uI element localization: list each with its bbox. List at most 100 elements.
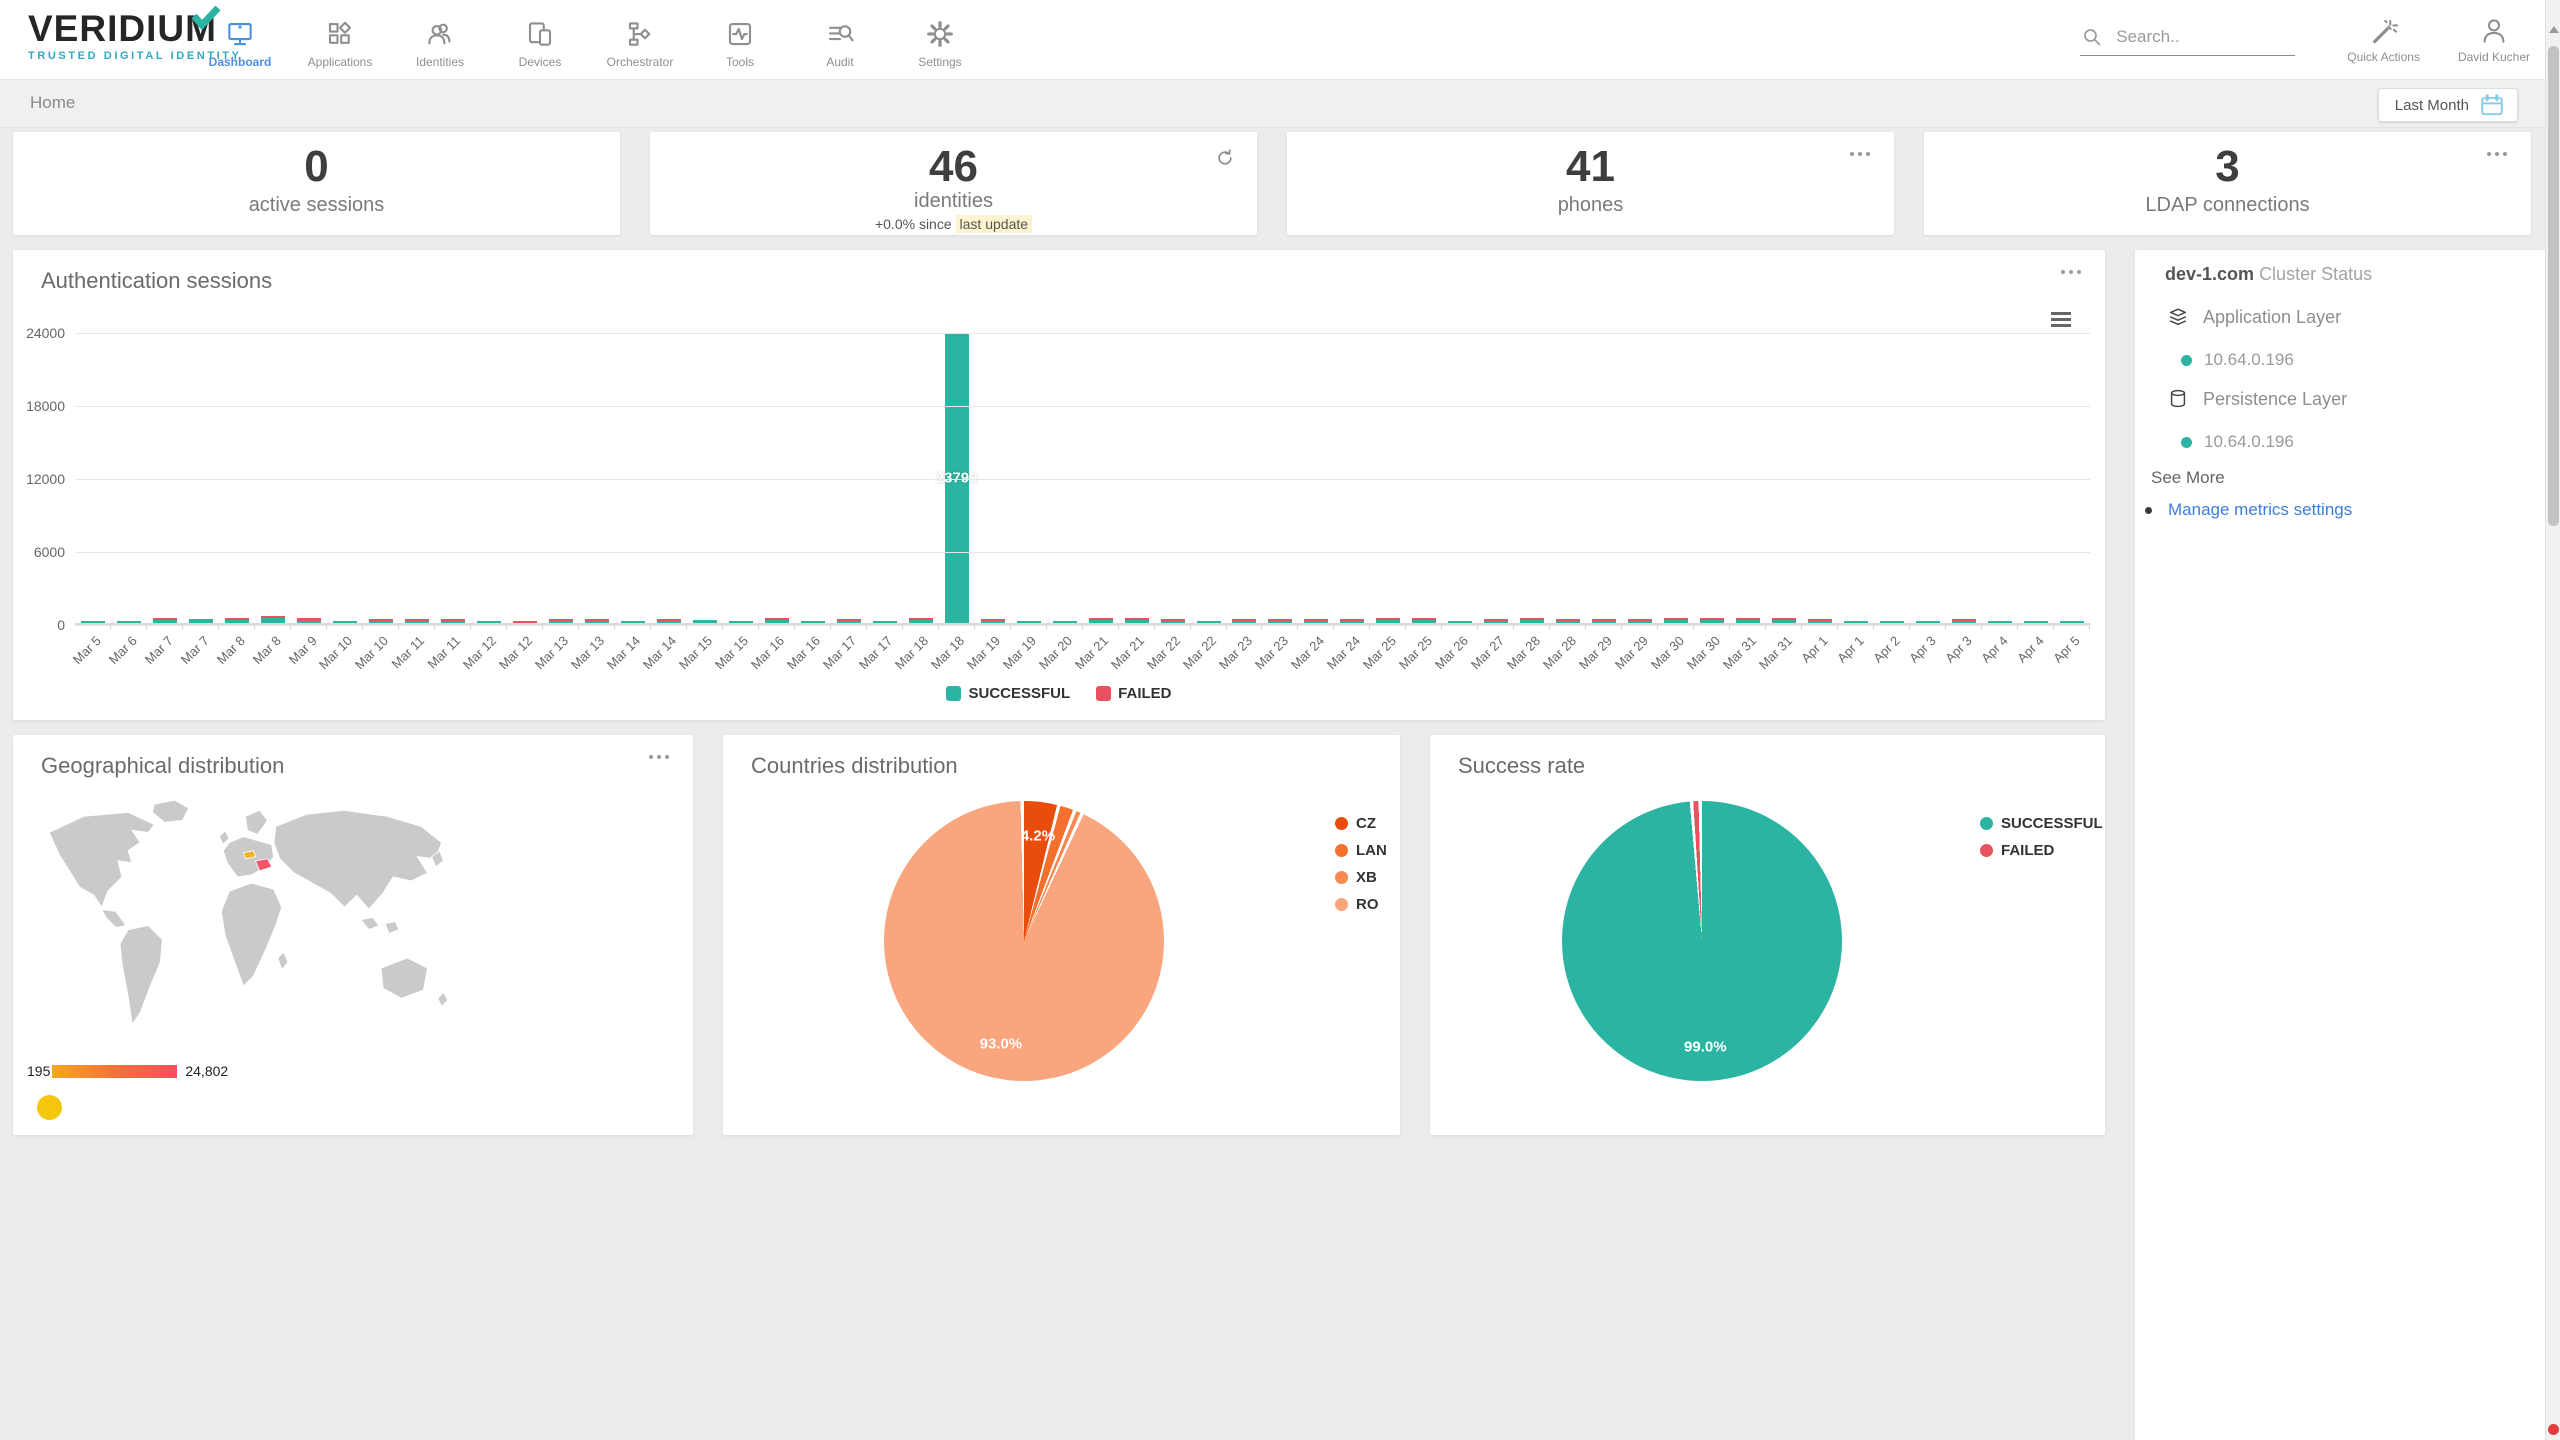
nav-label: Devices [518, 54, 562, 69]
bar-failed [1592, 619, 1617, 621]
bar-successful [1628, 621, 1653, 623]
nav-item-audit[interactable]: Audit [790, 0, 890, 80]
x-axis-label: Mar 31 [1755, 633, 1795, 673]
legend-item-successful[interactable]: SUCCESSFUL [946, 685, 1070, 702]
period-selector-button[interactable]: Last Month [2377, 88, 2518, 122]
legend-item-failed[interactable]: FAILED [1096, 685, 1172, 702]
stat-value: 3 [2215, 142, 2240, 191]
persistence-layer-node[interactable]: 10.64.0.196 [2181, 432, 2294, 452]
bar-failed [260, 615, 285, 618]
bar-successful [1160, 621, 1185, 623]
user-menu[interactable]: David Kucher [2458, 16, 2530, 64]
flowchart-icon [625, 18, 655, 50]
legend-dot [1335, 817, 1348, 830]
bar-successful [1016, 621, 1041, 623]
bar-successful [620, 621, 645, 623]
app-layer-node[interactable]: 10.64.0.196 [2181, 350, 2294, 370]
bar-successful [944, 333, 969, 623]
legend-item-ro[interactable]: RO [1335, 896, 1387, 913]
bar-slot: Apr 2 [1870, 333, 1911, 666]
bar-successful [116, 621, 141, 623]
x-axis-label: Mar 19 [999, 633, 1040, 673]
bar-successful [728, 621, 753, 623]
bar-failed [512, 621, 537, 623]
auth-chart-plot: Mar 5 Mar 6 Mar 7 Mar 7 Mar 8 Mar 8 Mar 9 Mar 1… [26, 325, 2091, 672]
refresh-icon[interactable] [1215, 148, 1235, 168]
bar-failed [1376, 618, 1401, 621]
bar-successful [1844, 621, 1869, 623]
bar-successful [1916, 621, 1941, 623]
world-map[interactable] [35, 797, 470, 1047]
see-more-link[interactable]: See More [2151, 468, 2225, 487]
card-menu-button[interactable] [2487, 152, 2507, 156]
bar-successful [584, 621, 609, 623]
nav-item-tools[interactable]: Tools [690, 0, 790, 80]
cluster-host: dev-1.com [2165, 264, 2255, 284]
countries-pie-chart [884, 801, 1164, 1081]
vertical-scrollbar[interactable] [2545, 0, 2560, 1440]
bar-slot: Mar 25 [1360, 333, 1407, 672]
bar-slot: Mar 9 [285, 333, 327, 667]
x-axis-label: Mar 18 [928, 633, 968, 673]
legend-dot [1980, 844, 1993, 857]
bar-slot: Mar 21 [1072, 333, 1119, 672]
gridline [75, 552, 2090, 553]
bar-failed [1700, 618, 1725, 621]
manage-metrics-link[interactable]: Manage metrics settings [2145, 500, 2352, 520]
nav-item-orchestrator[interactable]: Orchestrator [590, 0, 690, 80]
bar-slot: Mar 5 [69, 333, 111, 667]
nav-item-identities[interactable]: Identities [390, 0, 490, 80]
bar-successful [980, 621, 1005, 623]
scroll-up-arrow-icon[interactable] [2549, 26, 2559, 33]
bar-slot: Mar 21 [1108, 333, 1155, 672]
x-axis-label: Mar 31 [1719, 633, 1759, 673]
pie-slice-label: 93.0% [979, 1035, 1023, 1053]
nav-item-devices[interactable]: Devices [490, 0, 590, 80]
bar-failed [1088, 617, 1113, 620]
x-axis-label: Mar 7 [177, 633, 212, 668]
bar-slot: Mar 13 [532, 333, 579, 672]
veridium-logo[interactable]: VERIDIUM TRUSTED DIGITAL IDENTITY [28, 6, 308, 62]
bar-successful [476, 621, 501, 623]
bar-successful [1556, 621, 1581, 623]
nav-item-applications[interactable]: Applications [290, 0, 390, 80]
scrollbar-thumb[interactable] [2548, 46, 2559, 526]
chart-export-menu-icon[interactable] [2051, 312, 2071, 330]
quick-actions-button[interactable]: Quick Actions [2347, 16, 2420, 64]
bar-failed [1664, 617, 1689, 620]
legend-swatch [946, 686, 962, 701]
nav-item-settings[interactable]: Settings [890, 0, 990, 80]
x-axis-label: Mar 10 [316, 633, 356, 673]
legend-item-failed[interactable]: FAILED [1980, 842, 2103, 859]
legend-item-successful[interactable]: SUCCESSFUL [1980, 815, 2103, 832]
bar-failed [152, 617, 177, 620]
stat-label: LDAP connections [2145, 194, 2310, 216]
bar-successful [1772, 620, 1797, 623]
nav-label: Tools [725, 54, 754, 69]
x-axis-label: Mar 26 [1431, 633, 1472, 673]
breadcrumb[interactable]: Home [30, 93, 76, 112]
bar-successful [188, 619, 213, 623]
card-menu-button[interactable] [1850, 152, 1870, 156]
legend-item-xb[interactable]: XB [1335, 869, 1387, 886]
legend-item-lan[interactable]: LAN [1335, 842, 1387, 859]
card-menu-button[interactable] [649, 755, 669, 759]
bar-successful [656, 620, 681, 623]
bar-slot: Mar 19 [964, 333, 1011, 672]
bar-value-label: 23799 [935, 469, 978, 487]
header-right: Quick Actions David Kucher [2080, 0, 2530, 80]
search-input[interactable] [2116, 26, 2292, 47]
x-axis-label: Mar 15 [676, 633, 716, 673]
nav-item-dashboard[interactable]: Dashboard [190, 0, 290, 80]
card-menu-button[interactable] [2061, 270, 2081, 274]
x-axis-label: Mar 28 [1503, 633, 1543, 673]
bar-successful [692, 620, 717, 623]
bar-failed [1304, 618, 1329, 621]
legend-swatch [1096, 686, 1112, 701]
legend-item-cz[interactable]: CZ [1335, 815, 1387, 832]
bar-slot: Mar 11 [389, 333, 435, 672]
gear-icon [925, 18, 955, 50]
bar-successful [80, 621, 105, 623]
gridline [75, 625, 2090, 626]
